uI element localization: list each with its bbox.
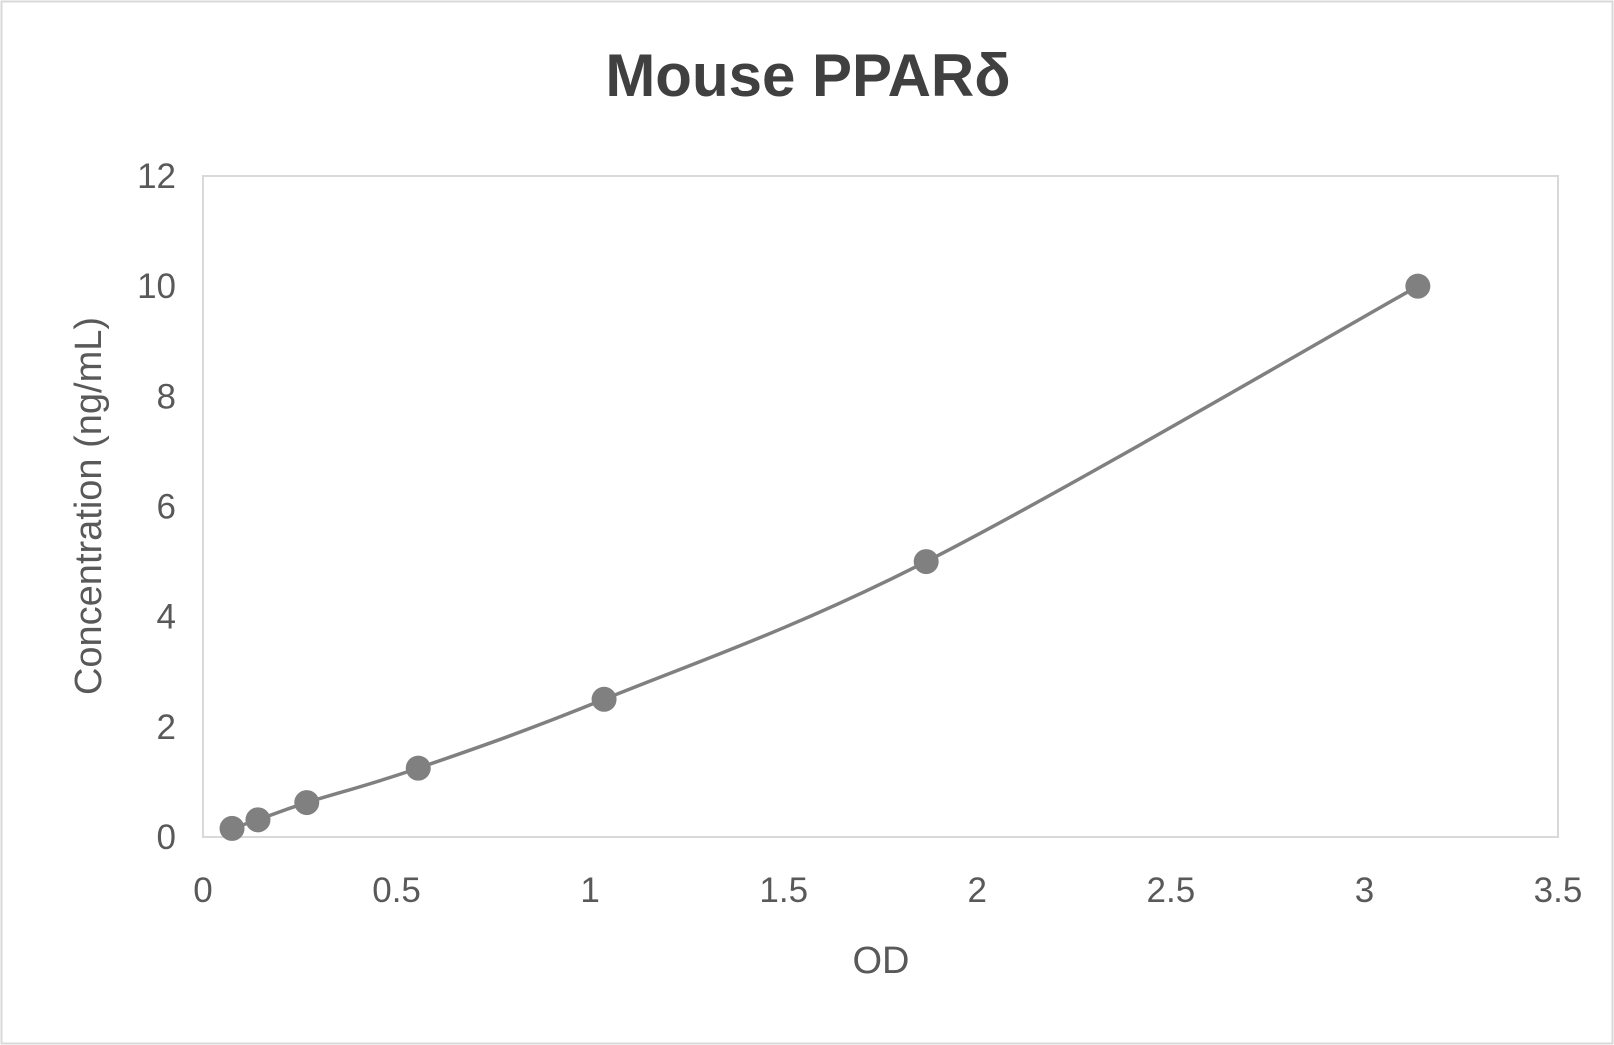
x-tick-label: 3 <box>1355 871 1374 910</box>
data-point <box>405 755 431 781</box>
y-tick-label: 8 <box>157 377 176 416</box>
data-point <box>591 686 617 712</box>
x-tick-label: 1 <box>580 871 599 910</box>
y-tick-label: 0 <box>157 818 176 857</box>
y-tick-label: 6 <box>157 488 176 527</box>
x-axis-label: OD <box>853 940 910 982</box>
y-tick-label: 12 <box>137 157 176 196</box>
data-point <box>219 815 245 841</box>
data-point <box>294 790 320 816</box>
data-point <box>245 807 271 833</box>
x-tick-label: 2 <box>968 871 987 910</box>
chart-title: Mouse PPARδ <box>605 42 1010 109</box>
y-axis-label: Concentration (ng/mL) <box>68 317 110 695</box>
x-tick-label: 0 <box>193 871 212 910</box>
x-tick-label: 3.5 <box>1534 871 1583 910</box>
y-tick-label: 2 <box>157 708 176 747</box>
x-tick-label: 2.5 <box>1147 871 1196 910</box>
data-point <box>913 549 939 575</box>
y-tick-label: 4 <box>157 598 176 637</box>
data-point <box>1405 273 1431 299</box>
x-tick-label: 1.5 <box>759 871 808 910</box>
plot-area <box>202 175 1559 838</box>
x-tick-label: 0.5 <box>372 871 421 910</box>
y-tick-label: 10 <box>137 267 176 306</box>
